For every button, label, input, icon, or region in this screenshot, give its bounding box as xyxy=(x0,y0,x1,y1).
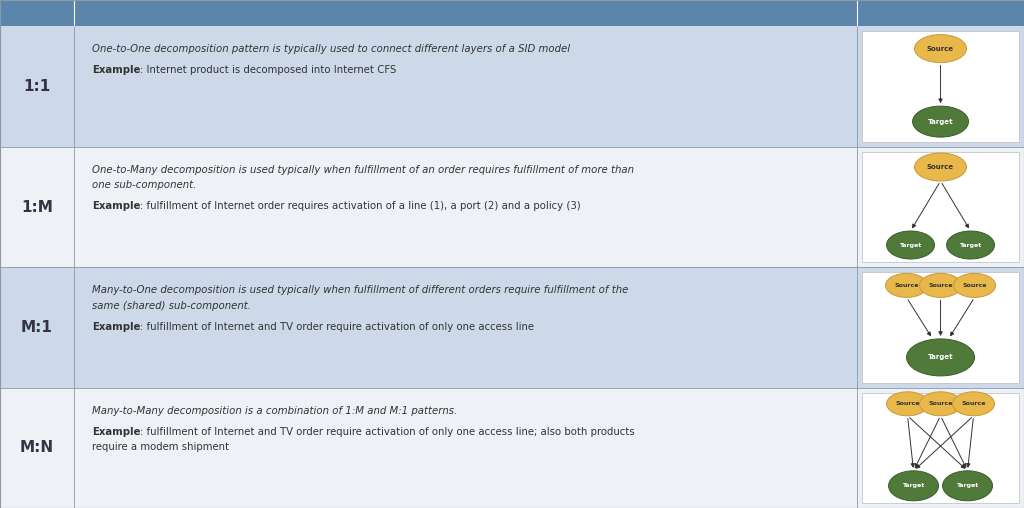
Text: Source: Source xyxy=(927,46,954,52)
Ellipse shape xyxy=(952,392,994,416)
Ellipse shape xyxy=(946,231,994,259)
Bar xyxy=(0,26,1024,147)
Bar xyxy=(862,31,1019,142)
Text: Source: Source xyxy=(927,164,954,170)
Text: Target: Target xyxy=(928,118,953,124)
Text: Target: Target xyxy=(902,483,925,488)
Ellipse shape xyxy=(920,273,962,297)
Bar xyxy=(862,393,1019,503)
Text: Target: Target xyxy=(928,355,953,360)
Text: Source: Source xyxy=(929,401,952,406)
Text: : Internet product is decomposed into Internet CFS: : Internet product is decomposed into In… xyxy=(140,66,396,75)
Text: Example: Example xyxy=(92,322,140,332)
Text: One-to-Many decomposition is used typically when fulfillment of an order require: One-to-Many decomposition is used typica… xyxy=(92,165,634,175)
Text: require a modem shipment: require a modem shipment xyxy=(92,442,228,452)
Text: M:1: M:1 xyxy=(20,320,53,335)
Bar xyxy=(0,267,1024,388)
Text: : fulfillment of Internet order requires activation of a line (1), a port (2) an: : fulfillment of Internet order requires… xyxy=(140,201,581,211)
Ellipse shape xyxy=(914,153,967,181)
Text: Example: Example xyxy=(92,66,140,75)
Ellipse shape xyxy=(942,471,992,501)
Text: Source: Source xyxy=(962,401,986,406)
Text: Many-to-One decomposition is used typically when fulfillment of different orders: Many-to-One decomposition is used typica… xyxy=(92,285,628,295)
Text: Source: Source xyxy=(963,283,987,288)
Text: same (shared) sub-component.: same (shared) sub-component. xyxy=(92,301,251,311)
Text: Target: Target xyxy=(959,242,982,247)
Text: M:N: M:N xyxy=(19,440,54,455)
Text: Source: Source xyxy=(895,401,920,406)
Text: Many-to-Many decomposition is a combination of 1:M and M:1 patterns.: Many-to-Many decomposition is a combinat… xyxy=(92,405,457,416)
Ellipse shape xyxy=(912,106,969,137)
Text: Target: Target xyxy=(956,483,979,488)
Bar xyxy=(862,152,1019,262)
Ellipse shape xyxy=(920,392,962,416)
Ellipse shape xyxy=(953,273,995,297)
Text: Example: Example xyxy=(92,427,140,436)
Text: one sub-component.: one sub-component. xyxy=(92,180,197,190)
Bar xyxy=(0,388,1024,508)
Ellipse shape xyxy=(906,339,975,376)
Ellipse shape xyxy=(887,392,929,416)
Ellipse shape xyxy=(889,471,939,501)
Text: : fulfillment of Internet and TV order require activation of only one access lin: : fulfillment of Internet and TV order r… xyxy=(140,427,635,436)
Text: Example: Example xyxy=(92,201,140,211)
Text: 1:1: 1:1 xyxy=(24,79,50,94)
Text: One-to-One decomposition pattern is typically used to connect different layers o: One-to-One decomposition pattern is typi… xyxy=(92,44,569,54)
Text: Source: Source xyxy=(894,283,919,288)
Bar xyxy=(0,147,1024,267)
Bar xyxy=(0,0,1024,26)
Ellipse shape xyxy=(887,231,935,259)
Ellipse shape xyxy=(914,35,967,62)
Text: : fulfillment of Internet and TV order require activation of only one access lin: : fulfillment of Internet and TV order r… xyxy=(140,322,535,332)
Text: Target: Target xyxy=(899,242,922,247)
Bar xyxy=(862,272,1019,383)
Text: 1:M: 1:M xyxy=(20,200,53,214)
Ellipse shape xyxy=(886,273,928,297)
Text: Source: Source xyxy=(929,283,952,288)
